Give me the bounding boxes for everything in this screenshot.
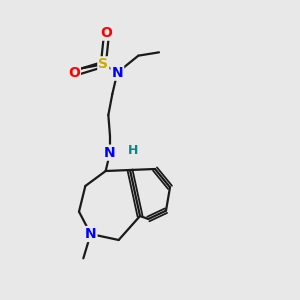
Text: O: O — [101, 26, 112, 40]
Text: N: N — [85, 227, 97, 241]
Text: N: N — [112, 66, 123, 80]
Text: O: O — [68, 66, 80, 80]
Text: H: H — [128, 143, 138, 157]
Text: S: S — [98, 57, 108, 71]
Text: N: N — [104, 146, 116, 160]
